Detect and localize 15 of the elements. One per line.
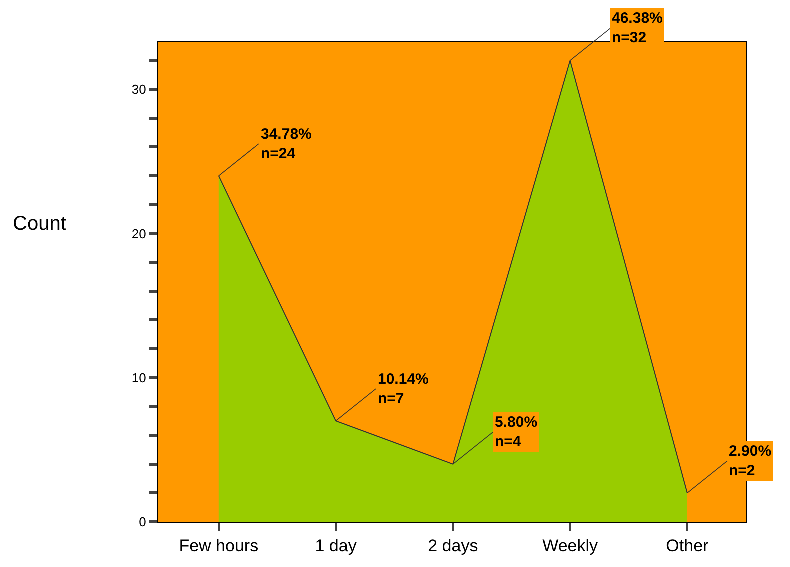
x-tick-label: Few hours bbox=[179, 536, 259, 556]
y-tick-label: 10 bbox=[132, 370, 146, 386]
x-tick-label: 2 days bbox=[428, 536, 478, 556]
data-label: 10.14% n=7 bbox=[378, 371, 429, 408]
y-tick-label: 30 bbox=[132, 82, 146, 98]
data-label: 34.78% n=24 bbox=[261, 126, 312, 162]
data-label: 46.38% n=32 bbox=[612, 10, 663, 46]
x-tick-label: Other bbox=[666, 536, 710, 556]
data-label: 5.80% n=4 bbox=[495, 414, 538, 450]
y-axis-title: Count bbox=[13, 213, 67, 235]
data-label: 2.90% n=2 bbox=[729, 443, 772, 480]
x-tick-label: Weekly bbox=[542, 536, 599, 556]
y-tick-label: 20 bbox=[132, 226, 146, 242]
y-tick-label: 0 bbox=[139, 514, 146, 530]
x-tick-label: 1 day bbox=[315, 536, 358, 556]
